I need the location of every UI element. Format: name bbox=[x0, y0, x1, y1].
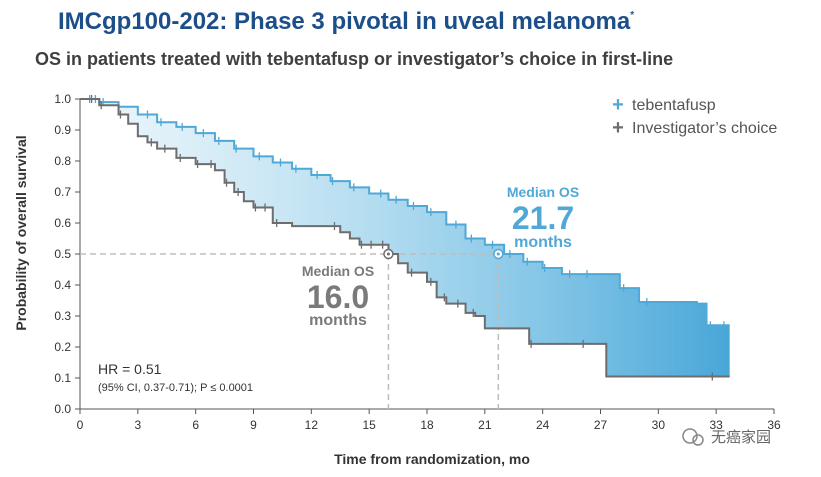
y-axis-label: Probability of overall survival bbox=[13, 135, 29, 330]
watermark: 无癌家园 bbox=[682, 428, 771, 446]
survival-curves bbox=[80, 95, 730, 381]
investigator-median-label: Median OS bbox=[302, 263, 374, 279]
x-tick-label: 36 bbox=[767, 418, 781, 432]
investigator-median-annotation: Median OS 16.0 months bbox=[302, 263, 374, 329]
x-tick-label: 18 bbox=[420, 418, 434, 432]
tebentafusp-median-unit: months bbox=[514, 234, 572, 251]
legend-tebentafusp-marker: + bbox=[612, 94, 624, 116]
watermark-logo-icon-2 bbox=[692, 434, 704, 446]
tebentafusp-median-marker-dot bbox=[496, 252, 500, 256]
hazard-ratio-box: HR = 0.51 (95% CI, 0.37-0.71); P ≤ 0.000… bbox=[98, 361, 253, 394]
watermark-logo-icon bbox=[682, 428, 698, 444]
page-title: IMCgp100-202: Phase 3 pivotal in uveal m… bbox=[58, 8, 634, 36]
investigator-median-unit: months bbox=[309, 312, 367, 329]
y-tick-label: 0.5 bbox=[54, 247, 71, 261]
y-tick-label: 0.9 bbox=[54, 123, 71, 137]
y-tick-label: 0.2 bbox=[54, 340, 71, 354]
title-footnote-mark: * bbox=[630, 10, 635, 21]
y-tick-label: 0.6 bbox=[54, 216, 71, 230]
legend-investigator-label: Investigator’s choice bbox=[632, 120, 777, 137]
watermark-text: 无癌家园 bbox=[711, 428, 771, 446]
page-subtitle: OS in patients treated with tebentafusp … bbox=[35, 49, 674, 69]
y-tick-label: 0.3 bbox=[54, 309, 71, 323]
between-curves-fill bbox=[80, 99, 730, 377]
x-tick-label: 30 bbox=[652, 418, 666, 432]
x-tick-label: 6 bbox=[192, 418, 199, 432]
legend-investigator-marker: + bbox=[612, 117, 624, 139]
hazard-ratio-text: HR = 0.51 bbox=[98, 361, 162, 377]
x-tick-label: 15 bbox=[362, 418, 376, 432]
between-curves-area bbox=[80, 99, 730, 377]
y-tick-label: 0.1 bbox=[54, 371, 71, 385]
investigator-median-marker-dot bbox=[386, 252, 390, 256]
tebentafusp-median-annotation: Median OS 21.7 months bbox=[507, 184, 579, 251]
x-tick-label: 3 bbox=[134, 418, 141, 432]
y-tick-label: 0.4 bbox=[54, 278, 71, 292]
x-axis-label: Time from randomization, mo bbox=[334, 451, 530, 467]
page-title-text: IMCgp100-202: Phase 3 pivotal in uveal m… bbox=[58, 8, 631, 35]
x-tick-label: 9 bbox=[250, 418, 257, 432]
x-tick-label: 21 bbox=[478, 418, 492, 432]
y-tick-label: 0.0 bbox=[54, 402, 71, 416]
x-tick-label: 27 bbox=[594, 418, 608, 432]
y-tick-label: 0.7 bbox=[54, 185, 71, 199]
tebentafusp-median-value: 21.7 bbox=[512, 200, 574, 236]
x-tick-label: 12 bbox=[305, 418, 319, 432]
legend: + tebentafusp + Investigator’s choice bbox=[612, 94, 777, 139]
x-tick-label: 24 bbox=[536, 418, 550, 432]
legend-tebentafusp-label: tebentafusp bbox=[632, 97, 716, 114]
x-tick-label: 0 bbox=[77, 418, 84, 432]
y-tick-label: 0.8 bbox=[54, 154, 71, 168]
median-reference-lines bbox=[80, 253, 500, 409]
y-tick-label: 1.0 bbox=[54, 92, 71, 106]
investigator-median-value: 16.0 bbox=[307, 279, 369, 315]
tebentafusp-curve bbox=[80, 98, 730, 327]
hazard-ratio-ci-text: (95% CI, 0.37-0.71); P ≤ 0.0001 bbox=[98, 382, 253, 394]
chart-axes: 0 3 6 9 12 15 18 21 24 27 30 33 360.00.10.20.30.40.5… bbox=[54, 92, 781, 432]
tebentafusp-median-label: Median OS bbox=[507, 184, 579, 200]
x-tick-label: 33 bbox=[709, 418, 723, 432]
